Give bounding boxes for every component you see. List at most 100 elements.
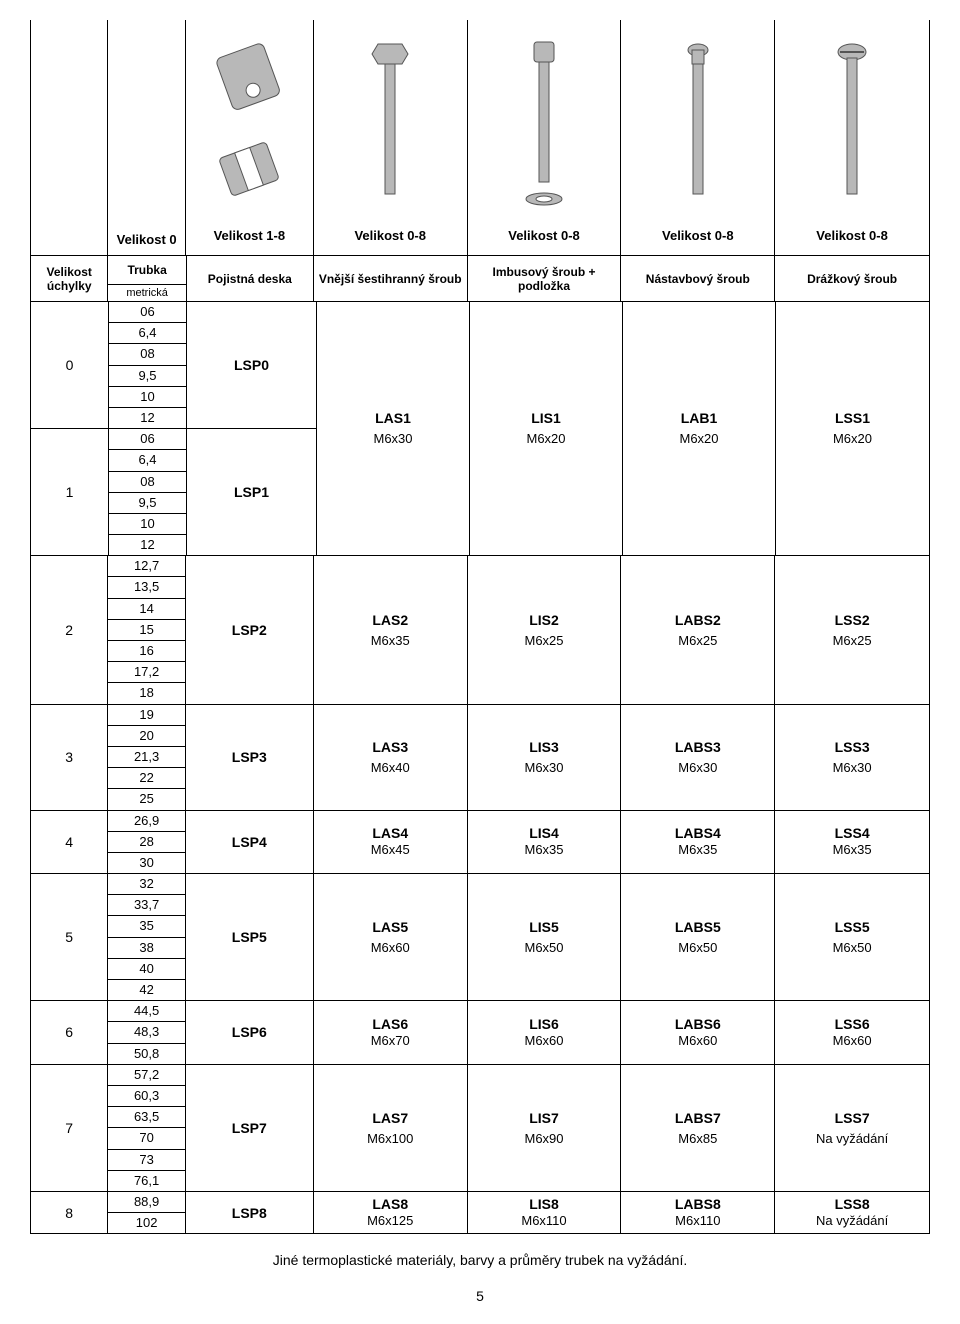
screw-code: LAS1 [375, 408, 411, 429]
hdr-trubka-stack: Trubka metrická [108, 256, 185, 301]
screw-cell: LIS3M6x30 [468, 705, 622, 810]
group-row: 0066,4089,51012LSP01066,4089,51012LSP1LA… [30, 302, 930, 556]
screw-cell: LIS7M6x90 [468, 1065, 622, 1191]
screw-code: LIS1 [531, 408, 561, 429]
screw-code: LIS5 [529, 917, 559, 938]
plate-cell: LSP2 [186, 556, 314, 703]
tube-value: 6,4 [109, 323, 186, 344]
screw-cell: LABS7M6x85 [621, 1065, 775, 1191]
slot-bolt-icon [822, 34, 882, 214]
page-number: 5 [30, 1288, 930, 1304]
screw-code: LABS5 [675, 917, 721, 938]
screw-cell: LSS7Na vyžádání [775, 1065, 929, 1191]
tube-value: 06 [109, 302, 186, 323]
screw-spec: M6x25 [524, 631, 563, 651]
screw-code: LIS4 [529, 825, 559, 843]
tube-value: 9,5 [109, 366, 186, 387]
group-row: 757,260,363,5707376,1LSP7LAS7M6x100LIS7M… [30, 1065, 930, 1192]
tube-value: 38 [108, 938, 184, 959]
screw-code: LSS7 [835, 1108, 870, 1129]
size-cell: 0 [31, 302, 109, 428]
screw-code: LSS8 [835, 1196, 870, 1214]
screw-spec: M6x20 [679, 429, 718, 449]
screw-code: LSS2 [835, 610, 870, 631]
tube-value: 48,3 [108, 1022, 184, 1043]
screw-spec: M6x30 [678, 758, 717, 778]
hdr-trubka: Trubka [108, 256, 185, 284]
screw-cell: LAS1M6x30 [317, 302, 470, 555]
top-col-slot: Velikost 0-8 [775, 20, 929, 255]
screw-code: LIS7 [529, 1108, 559, 1129]
top-label-4: Velikost 0-8 [816, 224, 888, 247]
table-body: 0066,4089,51012LSP01066,4089,51012LSP1LA… [30, 302, 930, 1234]
tube-value: 30 [108, 853, 184, 873]
screw-code: LSS1 [835, 408, 870, 429]
tube-value: 33,7 [108, 895, 184, 916]
screw-cell: LSS2M6x25 [775, 556, 929, 703]
plate-cell: LSP1 [187, 429, 316, 555]
tube-value: 57,2 [108, 1065, 184, 1086]
screw-code: LSS4 [835, 825, 870, 843]
screw-code: LAS6 [372, 1016, 408, 1034]
screw-cell: LIS1M6x20 [470, 302, 623, 555]
side-label: Velikost 0 [113, 232, 181, 247]
screw-cell: LABS5M6x50 [621, 874, 775, 1000]
screw-code: LAS8 [372, 1196, 408, 1214]
tube-value: 13,5 [108, 577, 184, 598]
group-row: 426,92830LSP4LAS4M6x45LIS4M6x35LABS4M6x3… [30, 811, 930, 875]
top-illustration-row: Velikost 0 Velikost 1-8 Velikost 0 [30, 20, 930, 256]
footer-note: Jiné termoplastické materiály, barvy a p… [30, 1252, 930, 1268]
screw-spec: M6x60 [678, 1033, 717, 1049]
screw-code: LABS4 [675, 825, 721, 843]
screw-spec: M6x20 [833, 429, 872, 449]
tubes-cell: 12,713,514151617,218 [108, 556, 185, 703]
screw-spec: M6x100 [367, 1129, 413, 1149]
tubes-cell: 26,92830 [108, 811, 185, 874]
size-cell: 1 [31, 429, 109, 555]
screw-code: LSS3 [835, 737, 870, 758]
screw-spec: M6x30 [524, 758, 563, 778]
tube-value: 44,5 [108, 1001, 184, 1022]
screw-cell: LSS1M6x20 [776, 302, 929, 555]
plate-cell: LSP8 [186, 1192, 314, 1233]
tube-value: 08 [109, 472, 186, 493]
tube-value: 102 [108, 1213, 184, 1233]
tube-value: 16 [108, 641, 184, 662]
tubes-cell: 57,260,363,5707376,1 [108, 1065, 185, 1191]
top-label-2: Velikost 0-8 [508, 224, 580, 247]
screw-code: LABS8 [675, 1196, 721, 1214]
screw-spec: M6x30 [373, 429, 412, 449]
tube-value: 10 [109, 514, 186, 535]
tube-value: 26,9 [108, 811, 184, 832]
screw-cell: LSS8Na vyžádání [775, 1192, 929, 1233]
tube-value: 6,4 [109, 450, 186, 471]
tube-value: 25 [108, 789, 184, 809]
socket-bolt-icon [514, 34, 574, 214]
screw-spec: M6x110 [521, 1213, 566, 1229]
screw-spec: M6x35 [678, 842, 717, 858]
tube-value: 70 [108, 1128, 184, 1149]
group-row: 53233,735384042LSP5LAS5M6x60LIS5M6x50LAB… [30, 874, 930, 1001]
screw-cell: LABS6M6x60 [621, 1001, 775, 1064]
stud-bolt-icon [668, 34, 728, 214]
tube-value: 17,2 [108, 662, 184, 683]
screw-code: LIS3 [529, 737, 559, 758]
group-row: 212,713,514151617,218LSP2LAS2M6x35LIS2M6… [30, 556, 930, 704]
group-row: 888,9102LSP8LAS8M6x125LIS8M6x110LABS8M6x… [30, 1192, 930, 1234]
screw-spec: M6x25 [678, 631, 717, 651]
screw-spec: M6x25 [833, 631, 872, 651]
screw-cell: LABS8M6x110 [621, 1192, 775, 1233]
group-row: 3192021,32225LSP3LAS3M6x40LIS3M6x30LABS3… [30, 705, 930, 811]
size-cell: 7 [31, 1065, 108, 1191]
screw-cell: LAS7M6x100 [314, 1065, 468, 1191]
screw-cell: LSS3M6x30 [775, 705, 929, 810]
tube-value: 22 [108, 768, 184, 789]
screw-cell: LABS2M6x25 [621, 556, 775, 703]
tube-value: 76,1 [108, 1171, 184, 1191]
screw-code: LAS3 [372, 737, 408, 758]
size-cell: 8 [31, 1192, 108, 1233]
screw-code: LSS6 [835, 1016, 870, 1034]
screw-spec: M6x50 [833, 938, 872, 958]
screw-spec: M6x90 [524, 1129, 563, 1149]
screw-cell: LSS4M6x35 [775, 811, 929, 874]
